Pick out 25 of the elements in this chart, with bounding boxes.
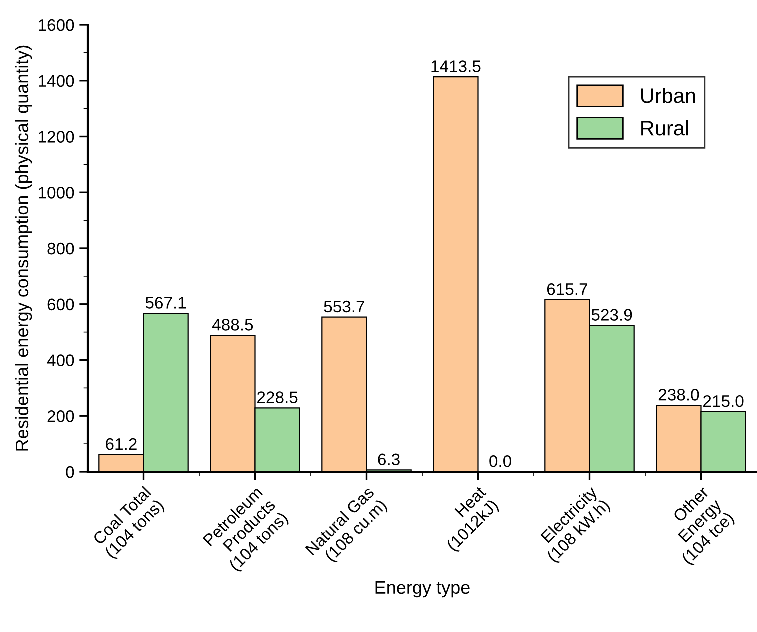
y-tick-label: 1600 bbox=[39, 19, 74, 32]
y-axis-title: Residential energy consumption (physical quantity) bbox=[15, 46, 32, 451]
y-tick-label: 0 bbox=[66, 466, 74, 478]
data-label: 6.3 bbox=[378, 454, 400, 466]
y-tick-label: 1400 bbox=[39, 75, 74, 88]
data-label: 615.7 bbox=[547, 284, 588, 296]
data-label: 523.9 bbox=[592, 309, 632, 321]
data-label: 0.0 bbox=[490, 456, 512, 468]
data-label: 238.0 bbox=[658, 389, 700, 401]
data-label: 228.5 bbox=[258, 392, 298, 404]
y-tick-label: 600 bbox=[48, 298, 74, 311]
data-label: 553.7 bbox=[324, 300, 364, 313]
data-label: 1413.5 bbox=[432, 60, 481, 72]
legend-label: Rural bbox=[642, 120, 688, 136]
y-tick-label: 400 bbox=[47, 354, 74, 366]
y-tick-label: 1200 bbox=[39, 131, 74, 143]
y-tick-label: 1000 bbox=[39, 187, 74, 199]
data-label: 567.1 bbox=[146, 297, 186, 309]
data-label: 61.2 bbox=[106, 438, 137, 450]
data-label: 215.0 bbox=[704, 395, 744, 408]
y-tick-label: 800 bbox=[48, 242, 74, 255]
legend-label: Urban bbox=[641, 88, 696, 104]
y-tick-label: 200 bbox=[48, 410, 74, 422]
data-label: 488.5 bbox=[212, 319, 254, 331]
x-axis-title: Energy type bbox=[376, 581, 470, 598]
